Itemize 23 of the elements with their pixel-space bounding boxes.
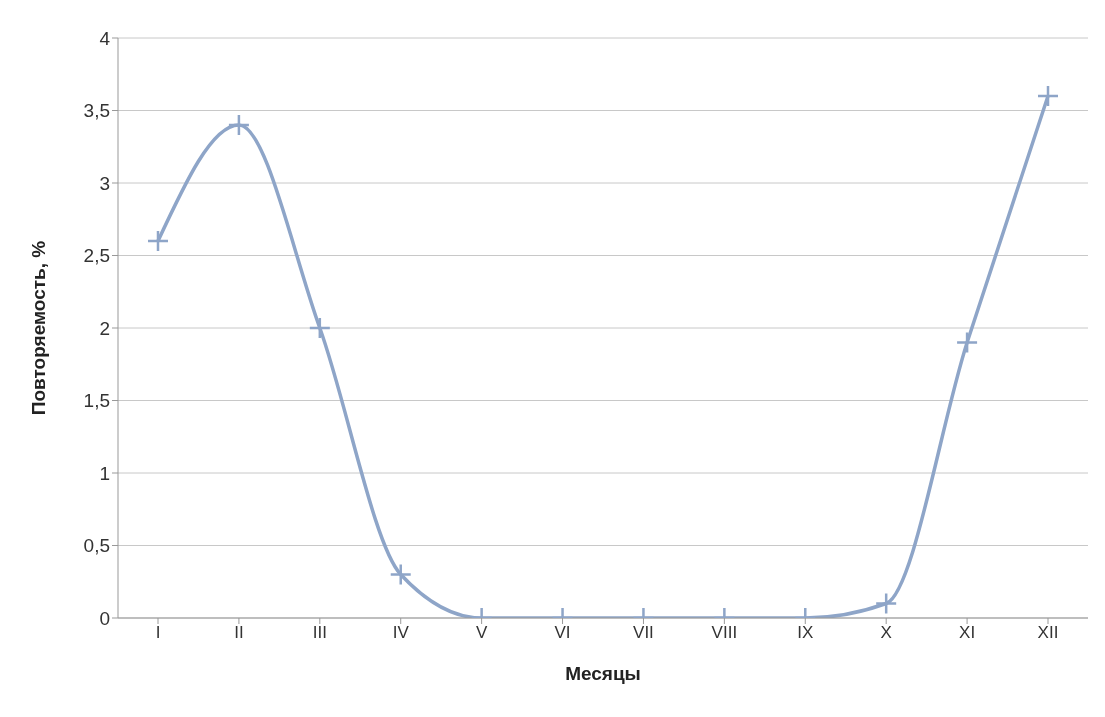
x-tick-label: I bbox=[155, 623, 161, 643]
x-tick-label: VIII bbox=[711, 623, 738, 643]
y-tick-label: 1 bbox=[99, 462, 110, 484]
x-tick-label: X bbox=[880, 623, 892, 643]
y-tick-label: 2,5 bbox=[83, 245, 110, 267]
x-tick-label: IV bbox=[392, 623, 410, 643]
y-tick-label: 0,5 bbox=[83, 535, 110, 557]
y-tick-label: 0 bbox=[99, 607, 110, 629]
x-tick-label: IX bbox=[797, 623, 814, 643]
y-tick-label: 1,5 bbox=[83, 390, 110, 412]
y-axis-title: Повторяемость, % bbox=[27, 240, 49, 416]
y-tick-label: 3,5 bbox=[83, 100, 110, 122]
x-tick-label: VII bbox=[633, 623, 654, 643]
x-tick-label: XI bbox=[959, 623, 976, 643]
x-axis-title: Месяцы bbox=[565, 663, 641, 684]
x-tick-label: V bbox=[475, 623, 488, 643]
x-tick-label: VI bbox=[554, 623, 571, 643]
y-tick-label: 3 bbox=[99, 172, 110, 194]
y-tick-label: 2 bbox=[99, 317, 110, 339]
x-tick-label: II bbox=[234, 623, 244, 643]
y-tick-label: 4 bbox=[99, 27, 111, 49]
x-tick-label: XII bbox=[1037, 623, 1059, 643]
x-tick-label: III bbox=[312, 623, 327, 643]
